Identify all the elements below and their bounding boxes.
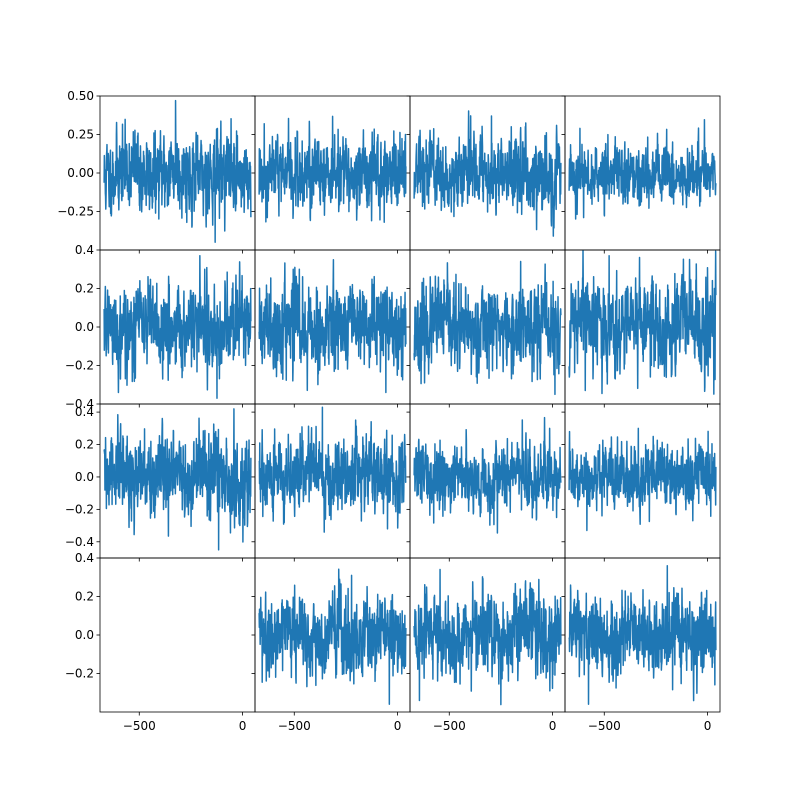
y-tick-label: 0.4 [75,243,94,257]
y-tick-label: 0.4 [75,551,94,565]
x-tick-label: 0 [704,719,712,733]
axes-frame [99,557,256,713]
series-line [103,408,252,551]
subplot-1-0: −0.4 −0.2 0.0 0.2 0.4 [65,243,256,411]
y-tick-label: −0.2 [65,667,94,681]
subplot-0-3 [561,95,721,254]
y-tick-label: −0.25 [57,205,94,219]
y-tick-label: 0.4 [75,405,94,419]
x-tick-label: −500 [588,719,621,733]
y-tick-label: 0.00 [67,166,94,180]
series-line [413,416,562,534]
panels-layer: −0.250.000.250.50−0.4−0.20.00.20.4−0.4−0… [57,89,721,733]
series-line [103,99,252,244]
series-line [568,427,717,532]
y-tick-label: 0.50 [67,89,94,103]
subplot-0-2 [406,95,566,254]
subplot-1-2 [406,249,566,408]
x-tick-label: 0 [394,719,402,733]
y-tick-label: 0.0 [75,628,94,642]
subplot-3-3: −500 0 [561,557,721,733]
series-line [568,250,717,395]
y-tick-label: 0.0 [75,470,94,484]
subplot-3-1: −500 0 [251,557,411,733]
subplot-2-2 [406,403,566,562]
y-tick-label: −0.2 [65,502,94,516]
subplot-2-0: −0.4 −0.2 0.0 0.2 0.4 [65,403,256,562]
x-tick-label: −500 [278,719,311,733]
x-tick-label: 0 [549,719,557,733]
x-tick-label: 0 [239,719,247,733]
series-line [413,260,562,396]
y-tick-label: 0.25 [67,128,94,142]
series-line [258,259,407,394]
subplot-3-0: −0.2 0.0 0.2 0.4 −500 0 [65,551,256,733]
series-line [568,564,717,706]
subplot-3-2: −500 0 [406,557,566,733]
y-tick-label: 0.2 [75,282,94,296]
series-line [258,115,407,224]
series-line [258,406,407,533]
series-line [258,568,407,706]
y-tick-label: −0.4 [65,535,94,549]
y-tick-label: 0.0 [75,320,94,334]
y-tick-label: −0.2 [65,359,94,373]
x-tick-label: −500 [433,719,466,733]
subplot-1-1 [251,249,411,408]
series-line [103,255,252,399]
subplot-0-0: −0.25 0.00 0.25 0.50 [57,89,256,254]
y-tick-label: 0.2 [75,438,94,452]
subplot-2-3 [561,403,721,562]
series-line [413,568,562,706]
subplot-2-1 [251,403,411,562]
subplot-0-1 [251,95,411,254]
series-line [413,110,562,237]
subplot-1-3 [561,249,721,408]
y-tick-label: 0.2 [75,590,94,604]
x-tick-label: −500 [123,719,156,733]
series-line [568,118,717,220]
y-tick-label: −0.4 [65,397,94,411]
